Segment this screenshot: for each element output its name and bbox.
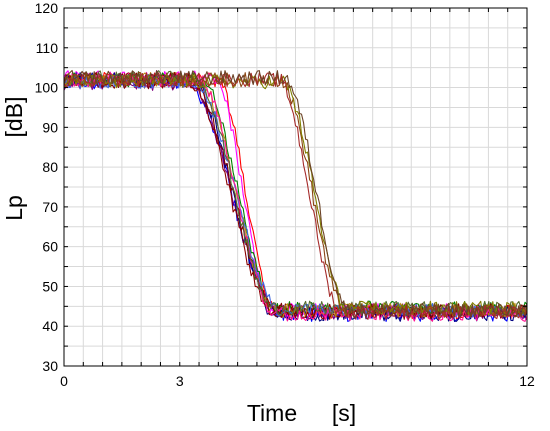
y-tick-label: 70 bbox=[42, 199, 58, 215]
series-line-16 bbox=[63, 69, 528, 318]
y-tick-label: 50 bbox=[42, 278, 58, 294]
series-line-15 bbox=[63, 72, 528, 320]
x-tick-label: 3 bbox=[176, 373, 184, 389]
y-tick-label: 100 bbox=[35, 80, 59, 96]
y-tick-label: 60 bbox=[42, 239, 58, 255]
y-axis-label: Lp bbox=[1, 195, 27, 221]
x-tick-label: 0 bbox=[60, 373, 68, 389]
y-tick-label: 90 bbox=[42, 119, 58, 135]
y-tick-labels: 30 40 50 60 70 80 90 100 110 120 bbox=[35, 0, 59, 374]
series-line-10 bbox=[63, 73, 528, 319]
y-tick-label: 120 bbox=[35, 0, 59, 16]
y-tick-label: 110 bbox=[36, 40, 59, 56]
series-layer bbox=[63, 69, 528, 322]
x-tick-labels: 0 3 12 bbox=[60, 373, 535, 389]
x-tick-label: 12 bbox=[519, 373, 535, 389]
y-tick-label: 40 bbox=[42, 318, 58, 334]
x-axis-label: Time bbox=[247, 400, 297, 426]
x-axis-unit: [s] bbox=[332, 400, 356, 426]
tick-marks bbox=[64, 8, 527, 366]
y-tick-label: 80 bbox=[42, 159, 58, 175]
y-axis-unit: [dB] bbox=[1, 97, 27, 138]
y-tick-label: 30 bbox=[42, 358, 58, 374]
